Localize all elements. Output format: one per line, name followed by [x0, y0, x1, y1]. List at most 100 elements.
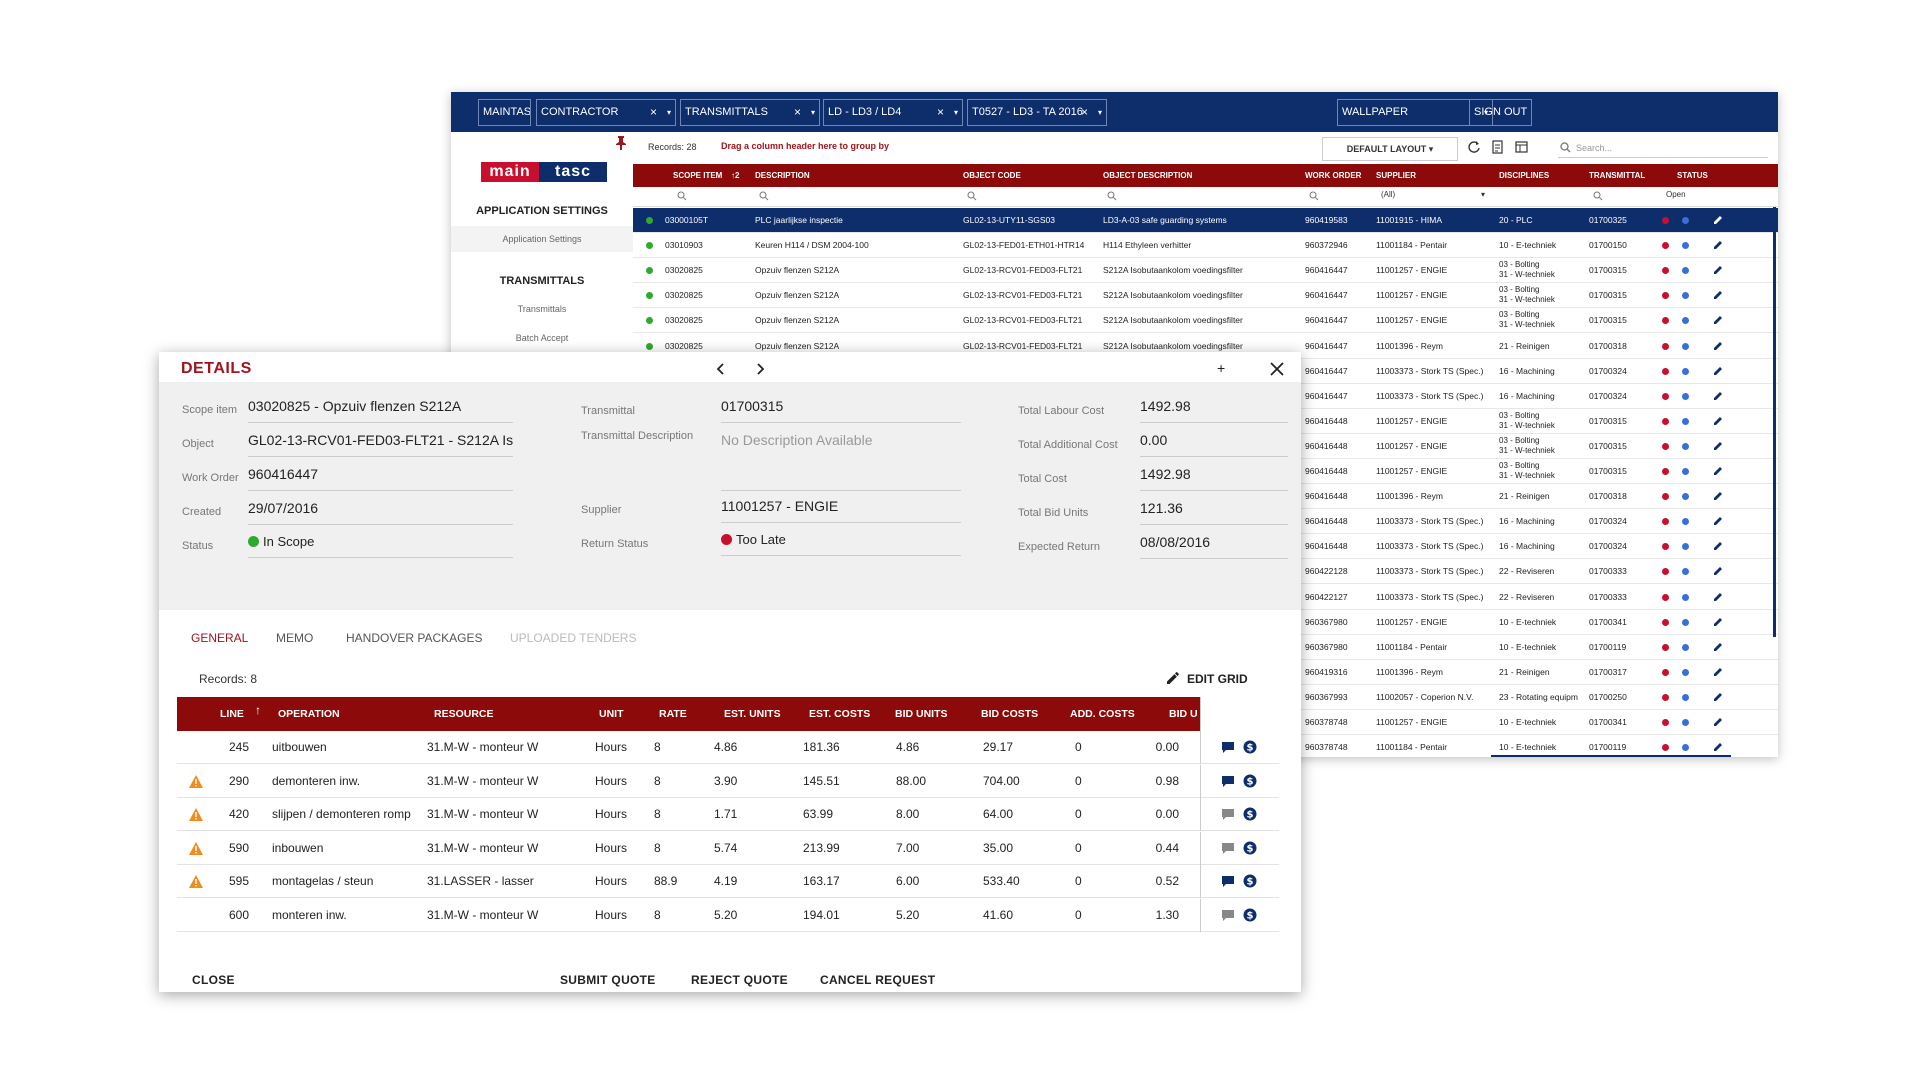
edit-pencil-icon[interactable] — [1713, 716, 1724, 727]
reject-quote-button[interactable]: REJECT QUOTE — [691, 973, 788, 987]
operation-row[interactable]: 290 demonteren inw. 31.M-W - monteur W Hour… — [177, 764, 1279, 798]
memo-icon[interactable] — [1221, 741, 1235, 754]
memo-icon[interactable] — [1221, 842, 1235, 855]
edit-grid-button[interactable]: EDIT GRID — [1165, 670, 1248, 686]
info-dot-icon[interactable] — [1682, 417, 1689, 425]
info-dot-icon[interactable] — [1682, 392, 1689, 400]
cancel-request-button[interactable]: CANCEL REQUEST — [820, 973, 936, 987]
clear-icon[interactable]: × — [649, 105, 657, 119]
col-header-disciplines[interactable]: DISCIPLINES — [1499, 171, 1550, 180]
info-dot-icon[interactable] — [1682, 468, 1689, 475]
edit-pencil-icon[interactable] — [1713, 340, 1724, 351]
clear-icon[interactable]: × — [936, 105, 944, 119]
sidebar-item-transmittals[interactable]: Transmittals — [451, 296, 633, 322]
col-header-status[interactable]: STATUS — [1677, 171, 1708, 180]
col-header-resource[interactable]: RESOURCE — [434, 708, 494, 720]
grid-scrollbar[interactable] — [1773, 207, 1776, 637]
info-dot-icon[interactable] — [1682, 568, 1689, 576]
info-dot-icon[interactable] — [1682, 593, 1689, 601]
chevron-down-icon[interactable]: ▾ — [953, 108, 958, 117]
col-header-description[interactable]: DESCRIPTION — [755, 171, 810, 180]
dollar-icon[interactable]: $ — [1243, 908, 1257, 922]
edit-pencil-icon[interactable] — [1713, 214, 1724, 225]
status-filter-value[interactable]: Open — [1666, 190, 1686, 199]
info-dot-icon[interactable] — [1682, 643, 1689, 651]
chevron-down-icon[interactable]: ▾ — [810, 108, 815, 117]
col-header-bid-units[interactable]: BID UNITS — [895, 708, 948, 720]
memo-icon[interactable] — [1221, 808, 1235, 821]
col-header-rate[interactable]: RATE — [659, 708, 687, 720]
operation-row[interactable]: 420 slijpen / demonteren romp 31.M-W - mon… — [177, 798, 1279, 831]
default-layout-button[interactable]: DEFAULT LAYOUT ▾ — [1322, 137, 1458, 161]
edit-pencil-icon[interactable] — [1713, 741, 1724, 752]
table-row[interactable]: 03020825 Opzuiv flenzen S212A GL02-13-RCV0… — [633, 308, 1778, 334]
edit-pencil-icon[interactable] — [1713, 666, 1724, 677]
memo-icon[interactable] — [1221, 909, 1235, 922]
table-row[interactable]: 03000105T PLC jaarlijkse inspectie GL02-13… — [633, 208, 1778, 233]
col-header-operation[interactable]: OPERATION — [278, 708, 340, 720]
dollar-icon[interactable]: $ — [1243, 774, 1257, 788]
plus-icon[interactable]: + — [1217, 360, 1226, 376]
table-row[interactable]: 03020825 Opzuiv flenzen S212A GL02-13-RCV0… — [633, 258, 1778, 284]
transmittals-select[interactable]: TRANSMITTALS × ▾ — [680, 99, 820, 126]
search-input[interactable]: Search... — [1558, 138, 1768, 158]
col-header-supplier[interactable]: SUPPLIER — [1376, 171, 1417, 180]
col-header-add-costs[interactable]: ADD. COSTS — [1070, 708, 1135, 720]
col-header-work-order[interactable]: WORK ORDER — [1305, 171, 1362, 180]
chevron-left-icon[interactable] — [714, 362, 728, 376]
info-dot-icon[interactable] — [1682, 217, 1689, 224]
info-dot-icon[interactable] — [1682, 493, 1689, 501]
edit-pencil-icon[interactable] — [1713, 691, 1724, 702]
dollar-icon[interactable]: $ — [1243, 807, 1257, 821]
edit-pencil-icon[interactable] — [1713, 540, 1724, 551]
submit-quote-button[interactable]: SUBMIT QUOTE — [560, 973, 656, 987]
horizontal-scrollbar[interactable] — [1491, 755, 1731, 757]
table-row[interactable]: 03010903 Keuren H114 / DSM 2004-100 GL02-1… — [633, 233, 1778, 259]
info-dot-icon[interactable] — [1682, 668, 1689, 676]
filter-search-icon[interactable] — [677, 191, 687, 201]
edit-pencil-icon[interactable] — [1713, 390, 1724, 401]
tab-general[interactable]: GENERAL — [191, 631, 249, 645]
tab-handover-packages[interactable]: HANDOVER PACKAGES — [346, 631, 483, 645]
tab-memo[interactable]: MEMO — [276, 631, 314, 645]
operation-row[interactable]: 245 uitbouwen 31.M-W - monteur W Hours 8 4.86… — [177, 731, 1279, 764]
ta-select[interactable]: T0527 - LD3 - TA 2016 × ▾ — [967, 99, 1107, 126]
operation-row[interactable]: 600 monteren inw. 31.M-W - monteur W Hours 8… — [177, 898, 1279, 932]
col-header-bid-u[interactable]: BID U — [1169, 708, 1198, 720]
operation-row[interactable]: 595 montagelas / steun 31.LASSER - lasser H… — [177, 865, 1279, 898]
sidebar-item-batch-accept[interactable]: Batch Accept — [451, 325, 633, 351]
col-header-object-description[interactable]: OBJECT DESCRIPTION — [1103, 171, 1193, 180]
sign-out-button[interactable]: SIGN OUT — [1469, 99, 1532, 126]
col-header-bid-costs[interactable]: BID COSTS — [981, 708, 1039, 720]
edit-pencil-icon[interactable] — [1713, 440, 1724, 451]
chevron-down-icon[interactable]: ▾ — [1483, 108, 1488, 117]
ld-select[interactable]: LD - LD3 / LD4 × ▾ — [823, 99, 963, 126]
sidebar-item-application-settings[interactable]: Application Settings — [451, 226, 633, 252]
edit-pencil-icon[interactable] — [1713, 415, 1724, 426]
info-dot-icon[interactable] — [1682, 267, 1689, 275]
info-dot-icon[interactable] — [1682, 518, 1689, 526]
edit-pencil-icon[interactable] — [1713, 365, 1724, 376]
chevron-down-icon[interactable]: ▾ — [1097, 108, 1102, 117]
edit-pencil-icon[interactable] — [1713, 515, 1724, 526]
wallpaper-select[interactable]: WALLPAPER ▾ — [1337, 99, 1493, 126]
filter-search-icon[interactable] — [759, 191, 769, 201]
filter-search-icon[interactable] — [1107, 191, 1117, 201]
info-dot-icon[interactable] — [1682, 242, 1689, 250]
edit-pencil-icon[interactable] — [1713, 239, 1724, 250]
col-header-line[interactable]: LINE — [220, 708, 244, 720]
info-dot-icon[interactable] — [1682, 618, 1689, 626]
memo-icon[interactable] — [1221, 775, 1235, 788]
table-row[interactable]: 03020825 Opzuiv flenzen S212A GL02-13-RCV0… — [633, 283, 1778, 309]
info-dot-icon[interactable] — [1682, 342, 1689, 350]
chevron-down-icon[interactable]: ▾ — [1481, 190, 1486, 199]
filter-search-icon[interactable] — [1593, 191, 1603, 201]
close-icon[interactable] — [1269, 361, 1285, 377]
col-header-scope-item[interactable]: SCOPE ITEM — [673, 171, 723, 180]
filter-search-icon[interactable] — [1309, 191, 1319, 201]
edit-pencil-icon[interactable] — [1713, 490, 1724, 501]
col-header-transmittal[interactable]: TRANSMITTAL — [1589, 171, 1646, 180]
pin-icon[interactable] — [615, 136, 627, 150]
export-icon[interactable] — [1491, 140, 1505, 154]
